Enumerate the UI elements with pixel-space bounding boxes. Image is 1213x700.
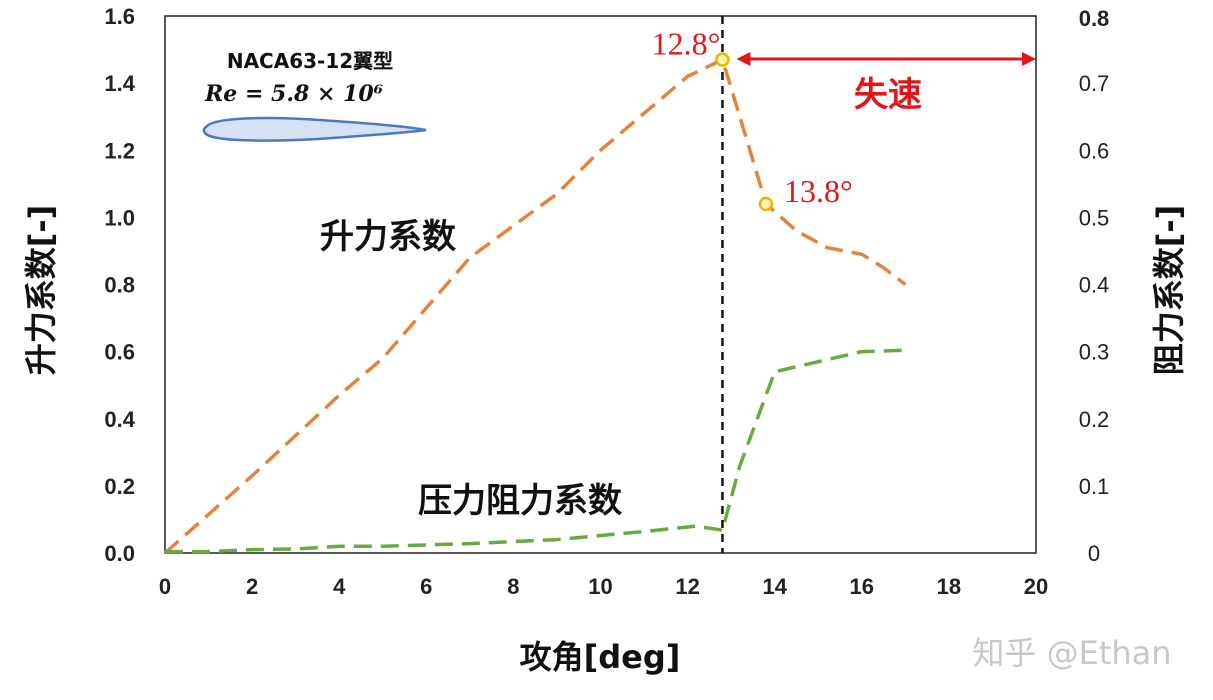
lift-series-label: 升力系数 bbox=[320, 217, 456, 257]
y-tick-label: 0.0 bbox=[104, 541, 135, 566]
x-tick-label: 2 bbox=[246, 574, 258, 599]
stall-range-arrow bbox=[736, 52, 1036, 66]
y2-tick-label: 0.2 bbox=[1079, 407, 1110, 432]
y-tick-label: 0.4 bbox=[104, 407, 135, 432]
watermark: 知乎 @Ethan bbox=[972, 634, 1171, 672]
drag-series-label: 压力阻力系数 bbox=[418, 481, 622, 521]
reynolds-number: Re = 5.8 × 10⁶ bbox=[204, 81, 383, 107]
y-tick-label: 1.0 bbox=[104, 205, 135, 230]
y2-tick-label: 0 bbox=[1088, 541, 1100, 566]
stall-arrow-head-right bbox=[1022, 52, 1036, 66]
y-tick-label: 1.6 bbox=[104, 4, 135, 29]
post-stall-marker bbox=[758, 196, 774, 212]
y2-tick-labels: 0 0.1 0.2 0.3 0.4 0.5 0.6 0.7 0.8 bbox=[1079, 6, 1110, 566]
plot-frame bbox=[164, 15, 1037, 554]
y2-tick-label: 0.1 bbox=[1079, 474, 1110, 499]
y-tick-label: 1.2 bbox=[104, 138, 135, 163]
y-tick-label: 1.4 bbox=[104, 71, 135, 96]
y-tick-label: 0.8 bbox=[104, 273, 135, 298]
y2-axis-title: 阻力系数[-] bbox=[1150, 205, 1188, 376]
x-tick-label: 18 bbox=[937, 574, 961, 599]
y-tick-label: 0.6 bbox=[104, 340, 135, 365]
x-tick-label: 10 bbox=[588, 574, 612, 599]
x-tick-label: 20 bbox=[1024, 574, 1048, 599]
x-tick-label: 6 bbox=[420, 574, 432, 599]
airfoil-icon bbox=[202, 116, 427, 142]
peak-lift-marker bbox=[715, 52, 730, 67]
y2-tick-label: 0.5 bbox=[1079, 205, 1110, 230]
y-tick-label: 0.2 bbox=[104, 474, 135, 499]
x-tick-label: 4 bbox=[333, 574, 346, 599]
x-tick-label: 8 bbox=[507, 574, 519, 599]
y2-tick-label: 0.6 bbox=[1079, 138, 1110, 163]
y-tick-labels: 0.0 0.2 0.4 0.6 0.8 1.0 1.2 1.4 1.6 bbox=[104, 4, 135, 566]
y2-tick-label: 0.4 bbox=[1079, 273, 1110, 298]
post-stall-angle-label: 13.8° bbox=[784, 173, 853, 209]
stall-label: 失速 bbox=[854, 75, 922, 115]
airfoil-name: NACA63-12翼型 bbox=[227, 49, 393, 73]
y2-tick-label: 0.3 bbox=[1079, 340, 1110, 365]
x-tick-label: 12 bbox=[675, 574, 699, 599]
x-tick-label: 0 bbox=[159, 574, 171, 599]
peak-angle-label: 12.8° bbox=[652, 26, 721, 62]
y2-tick-label: 0.7 bbox=[1079, 71, 1110, 96]
y-axis-title: 升力系数[-] bbox=[22, 205, 60, 376]
x-axis-title: 攻角[deg] bbox=[520, 638, 681, 676]
drag-coefficient-line bbox=[165, 348, 906, 554]
x-tick-label: 16 bbox=[850, 574, 874, 599]
y2-tick-label: 0.8 bbox=[1079, 6, 1110, 31]
x-tick-labels: 0 2 4 6 8 10 12 14 16 18 20 bbox=[159, 574, 1048, 599]
x-tick-label: 14 bbox=[762, 574, 787, 599]
stall-arrow-head-left bbox=[736, 52, 751, 66]
